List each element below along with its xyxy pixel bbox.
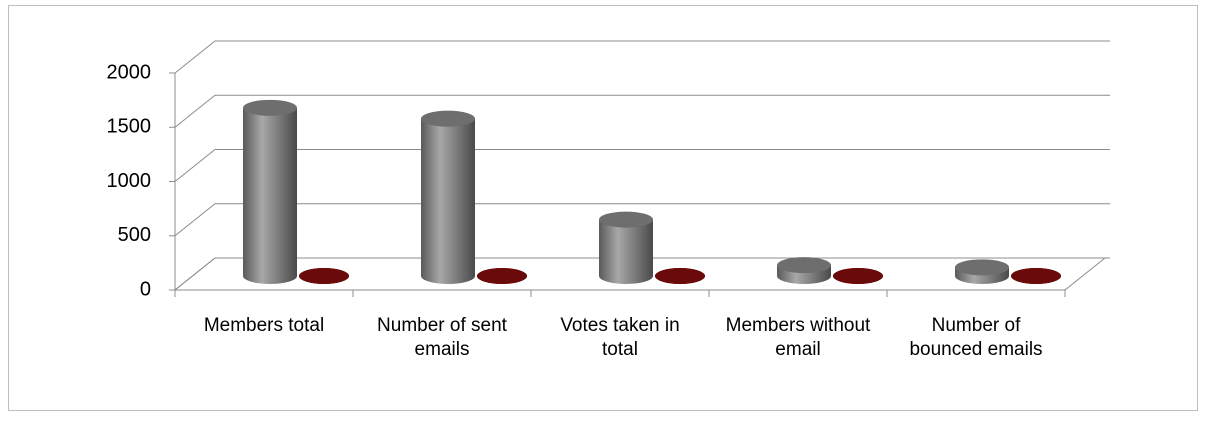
bar	[421, 110, 475, 284]
grid-line	[174, 203, 1110, 237]
bar	[599, 211, 653, 284]
bar	[1011, 268, 1061, 284]
grid-line	[174, 149, 1110, 182]
y-tick-label: 0	[140, 278, 151, 300]
grid-line	[174, 40, 1110, 74]
bar	[833, 268, 883, 284]
x-tick-label: Number of bounced emails	[909, 315, 1043, 360]
y-tick-label: 1000	[107, 170, 152, 192]
x-tick-label: Number of sent emails	[377, 315, 507, 360]
bar	[299, 268, 349, 284]
x-tick-label: Members without email	[725, 315, 871, 360]
bar	[655, 268, 705, 284]
bar	[777, 257, 831, 284]
grid-line	[174, 94, 1110, 128]
y-tick-label: 2000	[107, 61, 152, 83]
chart-border	[8, 5, 1198, 411]
bar	[955, 259, 1009, 284]
y-tick-label: 1500	[107, 116, 152, 138]
y-tick-label: 500	[118, 224, 151, 246]
x-tick-label: Members total	[203, 315, 325, 336]
bar	[243, 99, 297, 284]
bar	[477, 268, 527, 284]
x-tick-label: Votes taken in total	[560, 315, 680, 360]
